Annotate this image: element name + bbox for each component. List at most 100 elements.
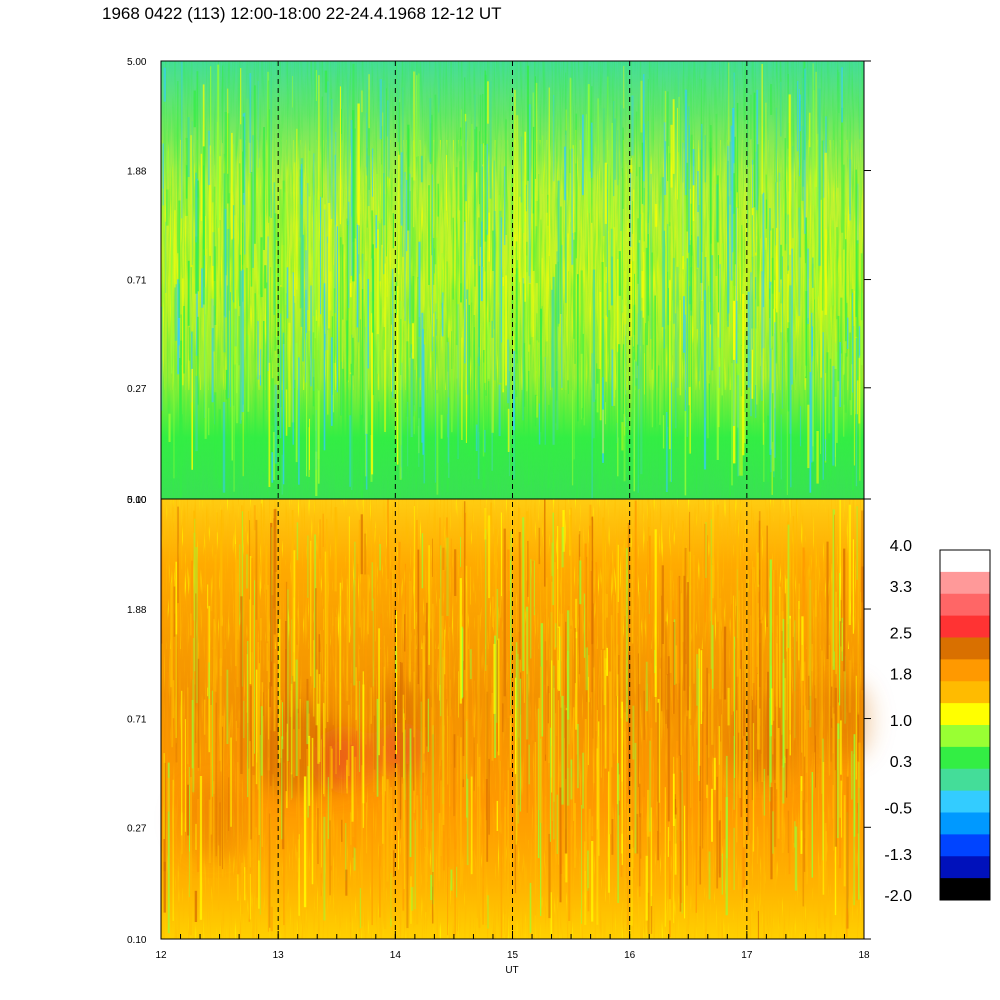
lower-streaks-streak (774, 738, 776, 780)
lower-streaks-streak (351, 746, 354, 822)
upper-streaks-streak (285, 293, 287, 444)
lower-streaks-streak (358, 519, 361, 590)
colorbar-label: 4.0 (890, 538, 912, 555)
lower-streaks-streak (184, 719, 186, 832)
lower-streaks-streak (432, 538, 433, 577)
lower-streaks-streak (403, 717, 405, 864)
lower-streaks-streak (296, 851, 298, 873)
upper-streaks-streak (406, 179, 408, 252)
colorbar-swatch (940, 637, 990, 660)
upper-streaks-streak (195, 375, 198, 452)
lower-streaks-streak (719, 644, 722, 682)
upper-streaks-streak (597, 98, 599, 161)
upper-streaks-streak (433, 248, 435, 274)
upper-streaks-streak (477, 357, 480, 480)
lower-streaks-streak (320, 873, 322, 897)
upper-streaks-streak (547, 404, 550, 489)
upper-streaks-streak (324, 70, 328, 93)
upper-streaks-streak (716, 175, 719, 243)
upper-streaks-streak (281, 454, 284, 495)
lower-streaks-streak (444, 660, 446, 717)
upper-streaks-streak (388, 83, 390, 179)
lower-streaks-streak (650, 663, 653, 808)
upper-streaks-streak (435, 237, 438, 320)
lower-streaks-streak (317, 808, 319, 864)
colorbar-label: 3.3 (890, 579, 912, 596)
upper-streaks-streak (279, 189, 282, 286)
lower-streaks-streak (472, 653, 474, 726)
upper-streaks-streak (175, 441, 177, 477)
lower-streaks-streak (769, 698, 772, 788)
lower-streaks-streak (855, 675, 857, 780)
lower-streaks-streak (494, 529, 497, 645)
lower-streaks-streak (219, 540, 222, 676)
upper-streaks-streak (465, 121, 467, 202)
upper-streaks-streak (219, 156, 221, 221)
upper-streaks-streak (737, 375, 739, 477)
lower-streaks-streak (831, 563, 833, 719)
upper-streaks-streak (754, 299, 757, 385)
upper-streaks-streak (188, 327, 191, 361)
upper-streaks-streak (734, 136, 736, 265)
lower-streaks-streak (408, 580, 411, 682)
lower-streaks-streak (860, 592, 862, 619)
upper-streaks-streak (349, 279, 352, 375)
lower-streaks-streak (709, 557, 712, 622)
lower-streaks-streak (252, 605, 255, 767)
lower-streaks-streak (400, 750, 402, 839)
upper-streaks-streak (292, 272, 294, 445)
lower-streaks-streak (349, 812, 352, 845)
upper-streaks-streak (514, 89, 516, 248)
upper-streaks-streak (315, 388, 318, 496)
upper-streaks-streak (804, 263, 807, 377)
upper-streaks-streak (525, 255, 528, 392)
upper-streaks-streak (308, 196, 311, 331)
lower-streaks-streak (839, 573, 841, 706)
upper-streaks-streak (849, 332, 852, 401)
upper-streaks-streak (825, 439, 826, 461)
colorbar-label: 1.0 (890, 713, 912, 730)
lower-streaks-streak (853, 754, 855, 906)
lower-streaks-streak (203, 699, 206, 735)
upper-streaks-streak (688, 106, 690, 253)
lower-streaks-streak (700, 650, 703, 724)
lower-streaks-streak (825, 831, 827, 862)
lower-streaks-streak (811, 643, 813, 672)
lower-streaks-streak (570, 507, 572, 626)
lower-streaks-streak (604, 530, 606, 620)
lower-streaks-streak (736, 520, 739, 677)
lower-streaks-streak (605, 593, 608, 618)
lower-streaks-streak (704, 523, 707, 623)
upper-streaks-streak (663, 122, 667, 195)
lower-streaks-streak (450, 709, 452, 764)
lower-streaks-streak (589, 504, 592, 611)
upper-streaks-streak (408, 128, 410, 167)
upper-streaks-streak (236, 289, 238, 394)
upper-streaks-streak (350, 363, 352, 488)
upper-streaks-streak (383, 327, 385, 350)
lower-streaks-streak (439, 587, 441, 766)
upper-streaks-streak (211, 298, 214, 403)
upper-streaks-streak (413, 405, 415, 435)
upper-streaks-streak (242, 222, 244, 265)
lower-streaks-streak (406, 764, 409, 929)
upper-streaks-streak (263, 321, 265, 473)
lower-streaks-streak (208, 799, 211, 864)
lower-streaks-streak (743, 760, 745, 848)
upper-streaks-streak (618, 344, 621, 438)
lower-streaks-streak (378, 628, 380, 756)
lower-streaks-streak (578, 534, 581, 675)
upper-streaks-streak (313, 358, 315, 391)
upper-streaks-streak (736, 332, 739, 428)
x-axis: 12 13 14 15 16 17 18 (155, 931, 870, 961)
upper-streaks-streak (602, 318, 604, 396)
lower-streaks-streak (348, 516, 350, 643)
lower-streaks-streak (430, 707, 433, 832)
upper-streaks-streak (528, 104, 531, 284)
lower-streaks-streak (770, 787, 773, 880)
upper-streaks-streak (687, 405, 690, 486)
upper-streaks-streak (621, 168, 623, 300)
lower-streaks-streak (187, 784, 190, 836)
upper-streaks-streak (200, 153, 203, 222)
upper-streaks-streak (625, 394, 627, 417)
